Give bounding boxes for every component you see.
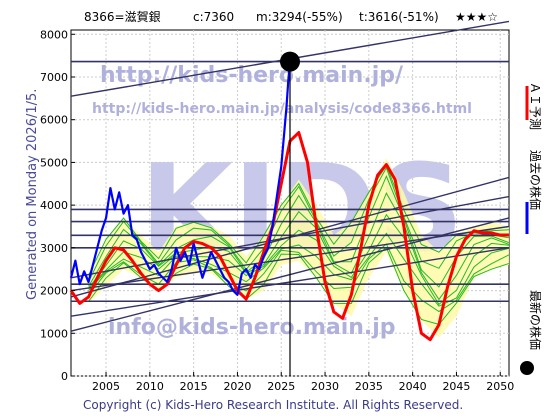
legend: ＡＩ予測 過去の株価 最新の株価 <box>520 82 543 375</box>
latest-marker <box>280 51 300 376</box>
y-tick-label: 6000 <box>40 114 68 127</box>
y-tick-label: 7000 <box>40 71 68 84</box>
green-forecast-line <box>88 192 510 301</box>
y-tick-label: 8000 <box>40 28 68 41</box>
y-tick-label: 1000 <box>40 327 68 340</box>
header-current: c:7360 <box>193 10 234 24</box>
x-tick-label: 2050 <box>486 380 514 393</box>
header-stars: ★★★☆ <box>455 10 498 24</box>
generated-label: Generated on Monday 2026/1/5. <box>25 89 40 300</box>
watermark-email: info@kids-hero.main.jp <box>108 315 396 340</box>
y-tick-label: 3000 <box>40 242 68 255</box>
x-tick-label: 2035 <box>355 380 383 393</box>
legend-latest-label: 最新の株価 <box>528 290 543 350</box>
y-tick-label: 0 <box>61 370 68 383</box>
series-past-price <box>69 61 292 296</box>
green-forecast-line <box>88 213 510 306</box>
x-tick-label: 2020 <box>223 380 251 393</box>
watermark-url-large: http://kids-hero.main.jp/ <box>100 63 404 88</box>
latest-price-dot <box>280 51 300 72</box>
x-tick-label: 2030 <box>311 380 339 393</box>
legend-latest-dot <box>520 361 534 375</box>
y-tick-label: 4000 <box>40 199 68 212</box>
green-forecast-line <box>88 166 510 283</box>
header-m-value: m:3294(-55%) <box>256 10 343 24</box>
x-axis-ticks: 2005 2010 2015 2020 2025 2030 2035 2040 2045 2050 <box>92 372 514 393</box>
x-tick-label: 2025 <box>267 380 295 393</box>
copyright: Copyright (c) Kids-Hero Research Institu… <box>83 398 463 412</box>
header-t-value: t:3616(-51%) <box>359 10 439 24</box>
x-tick-label: 2005 <box>92 380 120 393</box>
header-code-name: 8366=滋賀銀 <box>84 10 161 24</box>
y-axis-ticks: 0 1000 2000 3000 4000 5000 6000 7000 8000 <box>40 28 75 383</box>
y-tick-label: 2000 <box>40 285 68 298</box>
x-tick-label: 2040 <box>399 380 427 393</box>
legend-ai-label: ＡＩ予測 <box>528 82 542 130</box>
x-tick-label: 2010 <box>136 380 164 393</box>
y-tick-label: 5000 <box>40 156 68 169</box>
legend-past-label: 過去の株価 <box>528 150 543 210</box>
green-forecast-line <box>88 175 510 288</box>
x-tick-label: 2015 <box>180 380 208 393</box>
x-tick-label: 2045 <box>442 380 470 393</box>
green-forecast-line <box>88 164 510 276</box>
green-forecast-line <box>88 232 510 307</box>
watermark-url-small: http://kids-hero.main.jp/analysis/code83… <box>92 101 472 117</box>
